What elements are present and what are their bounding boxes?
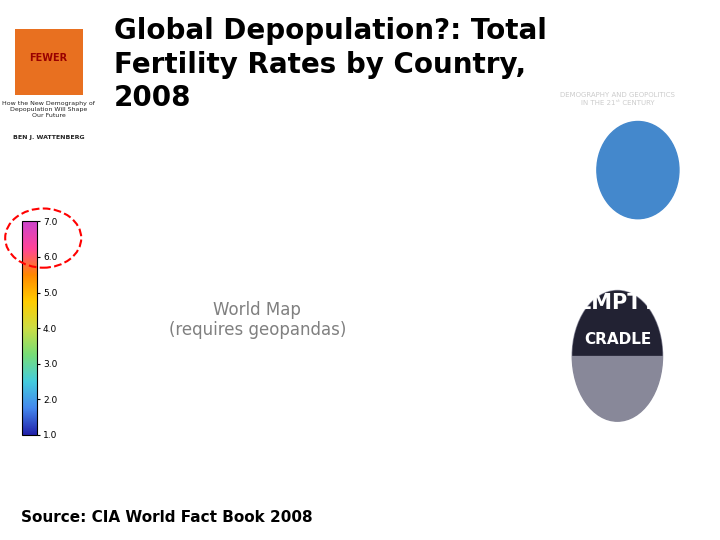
Text: HOW FALLING BIRTHRATES
THREATEN WORLD
PROSPERITY: HOW FALLING BIRTHRATES THREATEN WORLD PR… <box>554 469 680 504</box>
Circle shape <box>572 291 662 421</box>
Text: CSIS |: CSIS | <box>552 207 572 214</box>
Text: DEMOGRAPHY AND GEOPOLITICS
IN THE 21ˢᵗ CENTURY: DEMOGRAPHY AND GEOPOLITICS IN THE 21ˢᵗ C… <box>560 92 675 106</box>
Text: EMPTY: EMPTY <box>577 294 657 314</box>
Text: World Map
(requires geopandas): World Map (requires geopandas) <box>168 301 346 339</box>
Wedge shape <box>572 291 662 356</box>
FancyBboxPatch shape <box>14 29 83 95</box>
Text: THE GRAYING: THE GRAYING <box>578 10 657 20</box>
Circle shape <box>597 122 679 219</box>
Text: BEN J. WATTENBERG: BEN J. WATTENBERG <box>13 134 84 139</box>
Text: GREAT POWERS: GREAT POWERS <box>575 58 660 69</box>
Text: CRADLE: CRADLE <box>584 332 651 347</box>
Text: OF THE: OF THE <box>596 34 639 44</box>
Text: How the New Demography of
Depopulation Will Shape
Our Future: How the New Demography of Depopulation W… <box>2 100 95 118</box>
Text: FEWER: FEWER <box>30 53 68 63</box>
Text: Source: CIA World Fact Book 2008: Source: CIA World Fact Book 2008 <box>21 510 312 524</box>
Text: THE: THE <box>600 264 634 279</box>
Text: Global Depopulation?: Total
Fertility Rates by Country,
2008: Global Depopulation?: Total Fertility Ra… <box>114 17 547 112</box>
